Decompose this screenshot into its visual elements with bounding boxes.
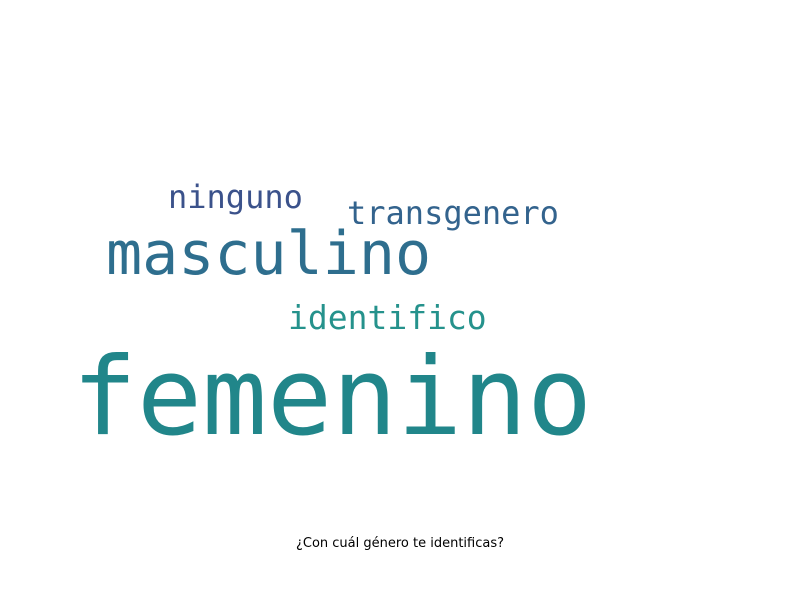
word-transgenero: transgenero xyxy=(347,194,559,232)
word-ninguno: ninguno xyxy=(168,178,303,216)
word-identifico: identifico xyxy=(288,298,487,337)
word-masculino: masculino xyxy=(106,219,432,289)
word-femenino: femenino xyxy=(72,335,593,460)
chart-caption: ¿Con cuál género te identificas? xyxy=(295,536,505,551)
